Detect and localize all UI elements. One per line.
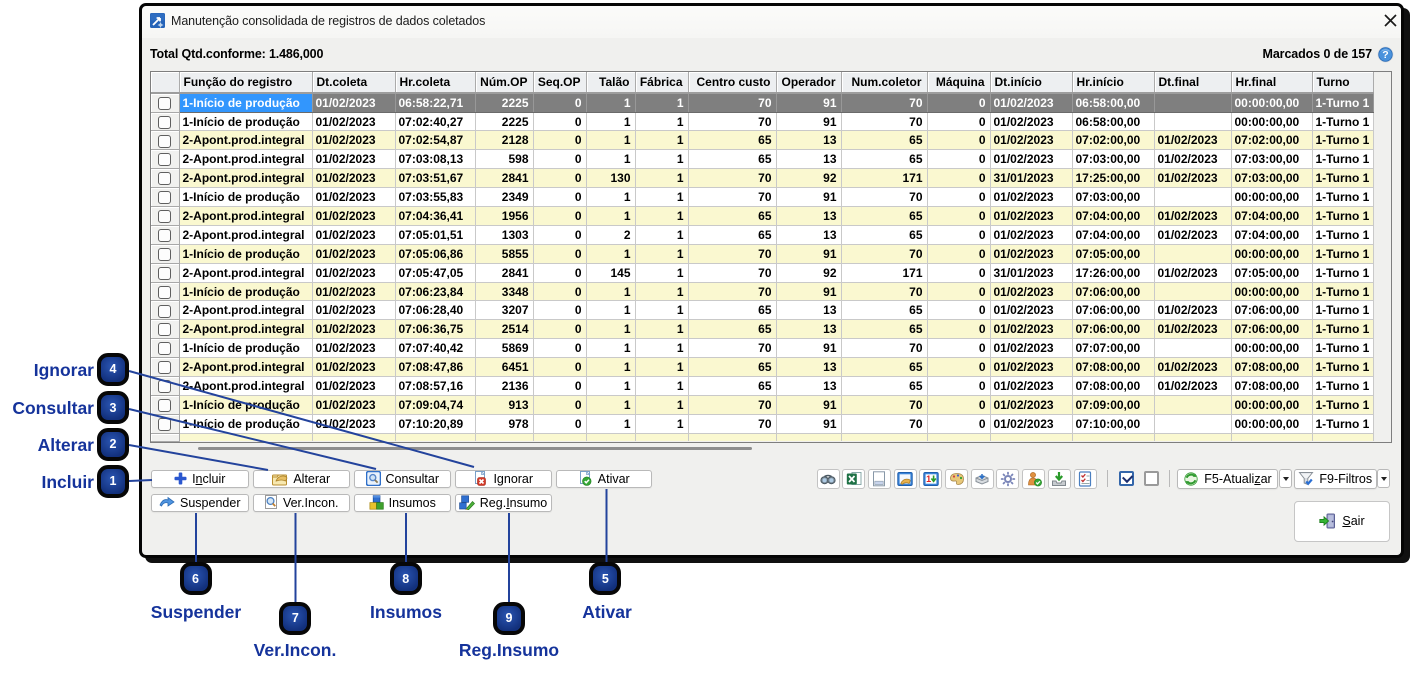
svg-text:?: ?	[1382, 49, 1388, 61]
svg-text:1: 1	[926, 474, 931, 484]
